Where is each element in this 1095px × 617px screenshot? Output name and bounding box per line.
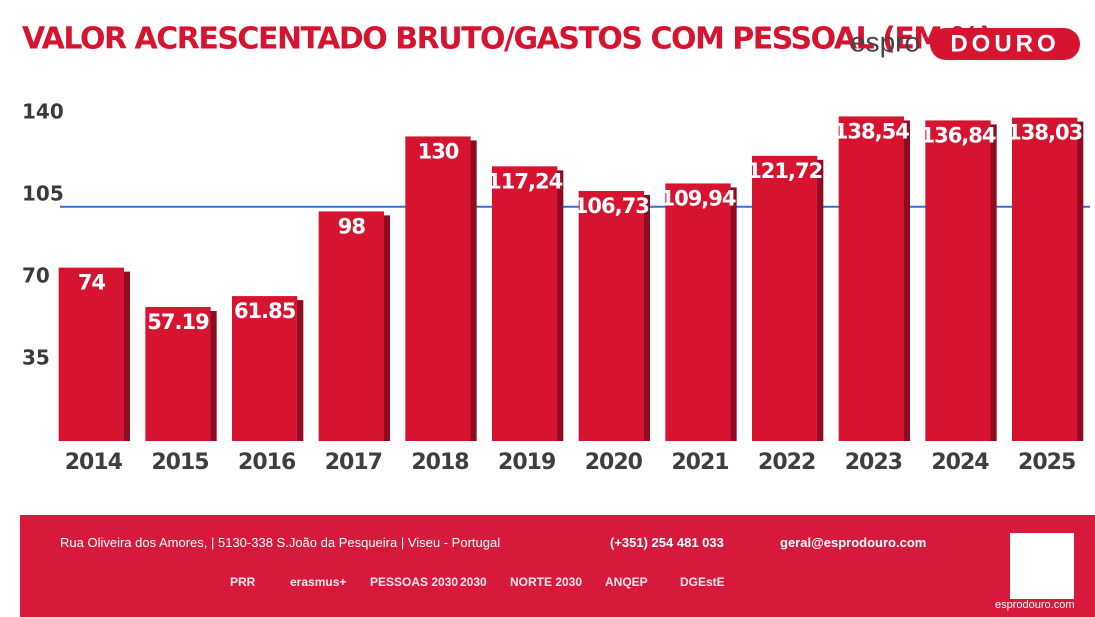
bar: [665, 183, 731, 442]
bar-side: [902, 120, 910, 442]
value-label: 138,54: [834, 119, 909, 143]
bar-side: [642, 194, 650, 441]
bar-side: [468, 140, 477, 441]
phone: (+351) 254 481 033: [610, 535, 724, 550]
x-tick-label: 2025: [1018, 450, 1075, 475]
logo-url: esprodouro.com: [995, 599, 1075, 611]
partner-logo: PRR: [230, 575, 256, 589]
y-tick-label: 35: [22, 346, 50, 370]
value-label: 121,72: [747, 159, 822, 183]
y-tick-label: 140: [22, 100, 64, 124]
logo-badge: [930, 28, 1080, 60]
logo-prefix: espro: [850, 26, 920, 57]
value-label: 106,73: [574, 194, 649, 218]
y-tick-label: 70: [22, 264, 50, 288]
bar-side: [815, 159, 824, 441]
bar-side: [382, 215, 390, 441]
footer: Rua Oliveira dos Amores, | 5130-338 S.Jo…: [20, 515, 1095, 617]
x-tick-label: 2018: [411, 450, 468, 475]
value-label: 57.19: [147, 310, 209, 334]
value-label: 109,94: [660, 186, 735, 210]
bar: [1012, 117, 1078, 442]
bar-side: [988, 124, 997, 441]
partner-logo: ANQEP: [605, 575, 648, 589]
bar: [405, 136, 471, 441]
x-tick-label: 2023: [845, 450, 902, 475]
bar: [232, 296, 298, 441]
logo-suffix: DOURO: [950, 30, 1059, 57]
bar: [318, 211, 384, 441]
chart-title: VALOR ACRESCENTADO BRUTO/GASTOS COM PESS…: [22, 22, 991, 57]
partner-logo: 2030: [460, 575, 487, 589]
bar: [145, 307, 211, 441]
x-tick-label: 2014: [65, 450, 123, 475]
bar: [492, 166, 558, 441]
bar-side: [122, 271, 130, 441]
bar: [578, 190, 644, 441]
partner-logo: DGEstE: [680, 575, 725, 589]
x-tick-label: 2021: [671, 450, 728, 475]
x-tick-label: 2017: [325, 450, 382, 475]
bar: [925, 120, 991, 441]
value-label: 74: [78, 271, 106, 295]
bar: [838, 116, 904, 442]
value-label: 98: [338, 214, 366, 238]
bar: [58, 267, 124, 441]
y-tick-label: 105: [22, 182, 64, 206]
x-tick-label: 2019: [498, 450, 555, 475]
bar-side: [1075, 121, 1084, 442]
email: geral@esprodouro.com: [780, 535, 927, 550]
chart: VALOR ACRESCENTADO BRUTO/GASTOS COM PESS…: [22, 22, 1090, 475]
x-tick-label: 2020: [585, 450, 643, 475]
partner-logo: NORTE 2030: [510, 575, 583, 589]
value-label: 117,24: [487, 169, 562, 193]
x-tick-label: 2016: [238, 450, 296, 475]
x-tick-label: 2022: [758, 450, 815, 475]
address: Rua Oliveira dos Amores, | 5130-338 S.Jo…: [60, 535, 501, 550]
bar-side: [295, 300, 304, 441]
bar-side: [728, 187, 737, 441]
value-label: 136,84: [920, 123, 995, 147]
value-label: 61.85: [234, 299, 296, 323]
bar-side: [208, 311, 217, 441]
x-tick-label: 2015: [151, 450, 208, 475]
x-tick-label: 2024: [931, 450, 989, 475]
bar-side: [555, 170, 564, 441]
partner-logo: erasmus+: [290, 575, 347, 589]
value-label: 138,03: [1007, 121, 1082, 145]
bar: [752, 155, 818, 441]
qr-code: [1010, 533, 1074, 599]
partner-logo: PESSOAS 2030: [370, 575, 459, 589]
value-label: 130: [418, 139, 459, 163]
